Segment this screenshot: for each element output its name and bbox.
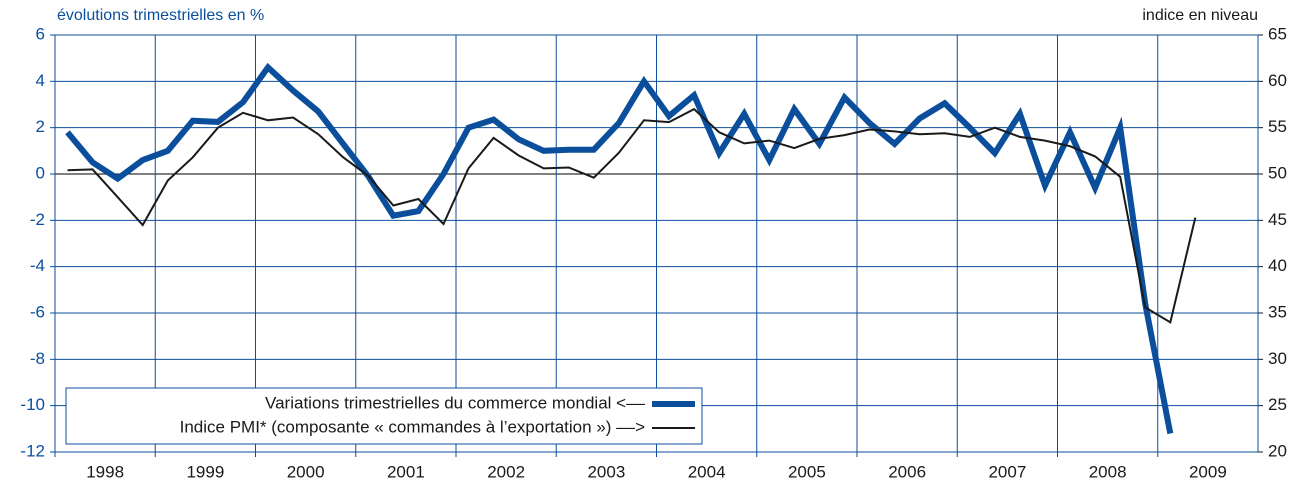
y2-tick-label: 35: [1268, 302, 1287, 321]
x-tick-label: 2003: [587, 462, 625, 481]
x-tick-label: 2005: [788, 462, 826, 481]
x-tick-label: 1998: [86, 462, 124, 481]
x-tick-label: 2007: [988, 462, 1026, 481]
y2-tick-label: 60: [1268, 71, 1287, 90]
y-tick-label: -12: [20, 441, 45, 460]
y-tick-label: -6: [30, 302, 45, 321]
y2-tick-label: 40: [1268, 256, 1287, 275]
x-tick-label: 1999: [186, 462, 224, 481]
y2-tick-label: 30: [1268, 349, 1287, 368]
y-tick-label: 6: [36, 24, 45, 43]
y2-axis-label: indice en niveau: [1142, 7, 1258, 24]
y-tick-label: -10: [20, 395, 45, 414]
y-tick-label: 4: [36, 71, 45, 90]
y-tick-label: 2: [36, 117, 45, 136]
line-series: [65, 62, 1174, 435]
y-tick-label: -2: [30, 210, 45, 229]
y2-tick-label: 65: [1268, 24, 1287, 43]
line-series: [67, 107, 1197, 324]
plot-frame: [54, 34, 1259, 453]
x-tick-label: 2004: [688, 462, 726, 481]
y2-tick-label: 20: [1268, 441, 1287, 460]
y2-tick-label: 55: [1268, 117, 1287, 136]
x-tick-label: 2002: [487, 462, 525, 481]
y2-tick-label: 25: [1268, 395, 1287, 414]
legend-box: [65, 387, 703, 445]
y-tick-label: -4: [30, 256, 45, 275]
y-tick-label: -8: [30, 349, 45, 368]
y2-tick-label: 45: [1268, 210, 1287, 229]
y2-tick-label: 50: [1268, 163, 1287, 182]
legend-label: Indice PMI* (composante « commandes à l’…: [180, 417, 645, 436]
x-tick-label: 2006: [888, 462, 926, 481]
x-tick-label: 2001: [387, 462, 425, 481]
y-tick-label: 0: [36, 163, 45, 182]
y-axis-label: évolutions trimestrielles en %: [57, 7, 264, 24]
x-tick-label: 2009: [1189, 462, 1227, 481]
x-tick-label: 2000: [287, 462, 325, 481]
x-tick-label: 2008: [1089, 462, 1127, 481]
legend-label: Variations trimestrielles du commerce mo…: [265, 393, 646, 412]
